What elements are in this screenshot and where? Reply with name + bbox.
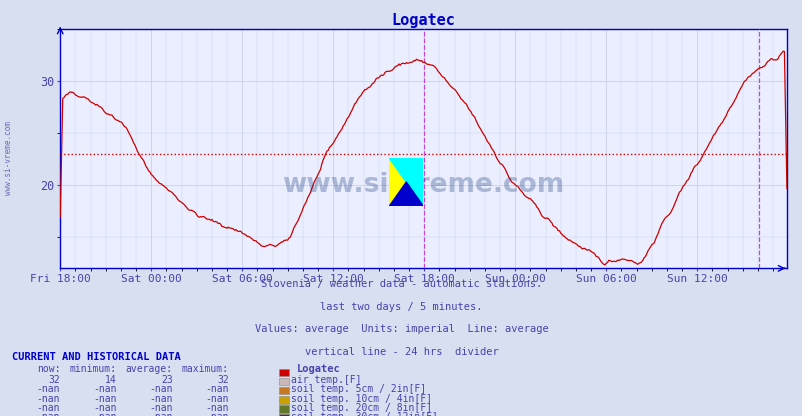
Text: now:: now: <box>37 364 60 374</box>
Text: -nan: -nan <box>93 412 116 416</box>
Text: Slovenia / weather data - automatic stations.: Slovenia / weather data - automatic stat… <box>261 279 541 289</box>
Text: Values: average  Units: imperial  Line: average: Values: average Units: imperial Line: av… <box>254 324 548 334</box>
Text: -nan: -nan <box>149 412 172 416</box>
Text: -nan: -nan <box>37 412 60 416</box>
Text: -nan: -nan <box>149 394 172 404</box>
Text: soil temp. 30cm / 12in[F]: soil temp. 30cm / 12in[F] <box>291 412 438 416</box>
Text: average:: average: <box>125 364 172 374</box>
Text: -nan: -nan <box>205 384 229 394</box>
Text: soil temp. 20cm / 8in[F]: soil temp. 20cm / 8in[F] <box>291 403 432 413</box>
Polygon shape <box>389 182 423 206</box>
Text: air temp.[F]: air temp.[F] <box>291 375 362 385</box>
Text: www.si-vreme.com: www.si-vreme.com <box>282 171 564 198</box>
Text: -nan: -nan <box>37 403 60 413</box>
Text: soil temp. 5cm / 2in[F]: soil temp. 5cm / 2in[F] <box>291 384 426 394</box>
Text: -nan: -nan <box>37 384 60 394</box>
Text: -nan: -nan <box>93 394 116 404</box>
Text: 32: 32 <box>217 375 229 385</box>
Text: -nan: -nan <box>37 394 60 404</box>
Text: 23: 23 <box>160 375 172 385</box>
Text: minimum:: minimum: <box>69 364 116 374</box>
Text: www.si-vreme.com: www.si-vreme.com <box>3 121 13 195</box>
Text: -nan: -nan <box>149 384 172 394</box>
Text: -nan: -nan <box>93 403 116 413</box>
Text: -nan: -nan <box>205 394 229 404</box>
Text: CURRENT AND HISTORICAL DATA: CURRENT AND HISTORICAL DATA <box>12 352 180 362</box>
Title: Logatec: Logatec <box>391 13 455 28</box>
Text: -nan: -nan <box>205 403 229 413</box>
Text: Logatec: Logatec <box>297 364 340 374</box>
Text: 14: 14 <box>104 375 116 385</box>
Text: -nan: -nan <box>93 384 116 394</box>
Text: maximum:: maximum: <box>181 364 229 374</box>
Text: last two days / 5 minutes.: last two days / 5 minutes. <box>320 302 482 312</box>
Text: -nan: -nan <box>149 403 172 413</box>
Text: vertical line - 24 hrs  divider: vertical line - 24 hrs divider <box>304 347 498 357</box>
Text: 32: 32 <box>48 375 60 385</box>
Text: soil temp. 10cm / 4in[F]: soil temp. 10cm / 4in[F] <box>291 394 432 404</box>
Polygon shape <box>389 158 423 206</box>
Text: -nan: -nan <box>205 412 229 416</box>
